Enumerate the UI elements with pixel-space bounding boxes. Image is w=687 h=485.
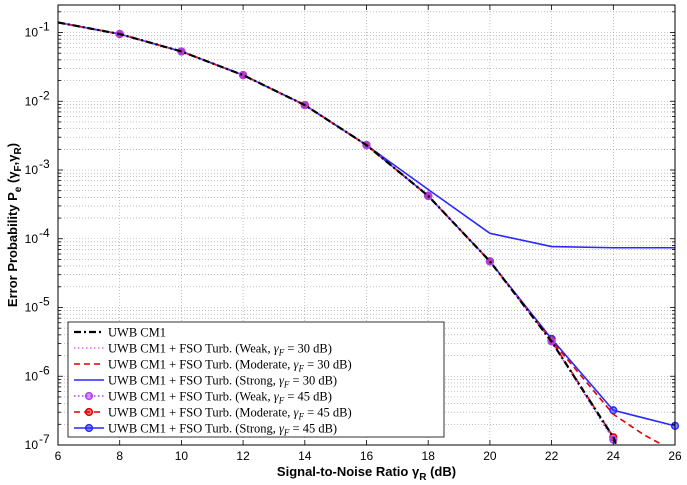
y-tick-label: 10 bbox=[25, 94, 39, 108]
legend-entry: UWB CM1 + FSO Turb. (Moderate, γF = 30 d… bbox=[108, 358, 352, 374]
y-tick-label: 10 bbox=[25, 438, 39, 452]
x-tick-label: 8 bbox=[116, 449, 123, 463]
series-line-0 bbox=[57, 21, 618, 446]
legend-entry: UWB CM1 + FSO Turb. (Moderate, γF = 45 d… bbox=[108, 406, 352, 422]
legend-entry: UWB CM1 + FSO Turb. (Strong, γF = 45 dB) bbox=[108, 422, 337, 438]
y-tick-label: 10 bbox=[25, 232, 39, 246]
legend-value-text: = 45 dB) bbox=[293, 422, 338, 436]
x-tick-label: 16 bbox=[360, 449, 374, 463]
y-tick-exponent: -3 bbox=[39, 157, 50, 171]
legend-label: UWB CM1 + FSO Turb. (Weak, bbox=[108, 342, 271, 356]
legend-gamma-text: γ bbox=[294, 358, 300, 372]
y-tick-label: 10 bbox=[25, 301, 39, 315]
legend-swatch-marker bbox=[84, 391, 94, 401]
y-tick-base: 10 bbox=[25, 26, 39, 40]
legend-gamma-text: γ bbox=[274, 342, 280, 356]
y-tick-exponent: -5 bbox=[39, 295, 50, 309]
legend-label: UWB CM1 + FSO Turb. (Strong, bbox=[108, 422, 276, 436]
x-tick-label: 20 bbox=[483, 449, 497, 463]
legend-box bbox=[67, 321, 445, 438]
x-tick-label: 26 bbox=[668, 449, 682, 463]
y-tick-label: 10 bbox=[25, 369, 39, 383]
legend-gamma-sub: F bbox=[283, 380, 290, 390]
legend-value-text: = 30 dB) bbox=[293, 374, 338, 388]
y-tick-base: 10 bbox=[25, 232, 39, 246]
legend-entry: UWB CM1 + FSO Turb. (Weak, γF = 45 dB) bbox=[108, 390, 332, 406]
x-tick-label: 24 bbox=[607, 449, 621, 463]
legend-entry: UWB CM1 + FSO Turb. (Strong, γF = 30 dB) bbox=[108, 374, 337, 390]
x-tick-label: 18 bbox=[422, 449, 436, 463]
legend-label: UWB CM1 + FSO Turb. (Strong, bbox=[108, 374, 276, 388]
legend-gamma-text: γ bbox=[279, 374, 285, 388]
y-tick-base: 10 bbox=[25, 301, 39, 315]
x-tick-label: 22 bbox=[545, 449, 559, 463]
y-tick-exponent: -4 bbox=[39, 226, 50, 240]
data-point bbox=[485, 257, 495, 266]
x-tick-label: 12 bbox=[236, 449, 250, 463]
legend-gamma-sub: F bbox=[283, 428, 290, 438]
y-tick-base: 10 bbox=[25, 163, 39, 177]
x-tick-label: 6 bbox=[55, 449, 62, 463]
legend-gamma-text: γ bbox=[294, 406, 300, 420]
legend-value-text: = 30 dB) bbox=[287, 342, 332, 356]
legend-gamma-sub: F bbox=[278, 396, 285, 406]
legend-gamma-sub: F bbox=[278, 348, 285, 358]
legend-label: UWB CM1 + FSO Turb. (Moderate, bbox=[108, 406, 290, 420]
y-tick-exponent: -6 bbox=[39, 363, 50, 377]
y-tick-label: 10 bbox=[25, 26, 39, 40]
y-tick-base: 10 bbox=[25, 94, 39, 108]
x-axis-label: Signal-to-Noise Ratio γR (dB) bbox=[277, 464, 456, 483]
x-tick-label: 10 bbox=[175, 449, 189, 463]
y-tick-base: 10 bbox=[25, 438, 39, 452]
legend-value-text: = 30 dB) bbox=[307, 358, 352, 372]
y-tick-exponent: -1 bbox=[39, 20, 50, 34]
legend-label: UWB CM1 + FSO Turb. (Weak, bbox=[108, 390, 271, 404]
legend-entry: UWB CM1 + FSO Turb. (Weak, γF = 30 dB) bbox=[108, 342, 332, 358]
legend-gamma-sub: F bbox=[297, 412, 304, 422]
y-axis-label: Error Probability Pe (γF,γR) bbox=[5, 143, 24, 307]
legend-value-text: = 45 dB) bbox=[307, 406, 352, 420]
series-group bbox=[57, 21, 680, 446]
legend-swatch-marker bbox=[84, 407, 94, 417]
legend-gamma-text: γ bbox=[279, 422, 285, 436]
axis-ticks: 6 8 10 12 14 16 18 20 22 24 2610-110-210-310-410-5… bbox=[25, 5, 682, 463]
legend-swatch-marker bbox=[84, 423, 94, 433]
legend-label: UWB CM1 bbox=[108, 326, 166, 340]
legend-value-text: = 45 dB) bbox=[287, 390, 332, 404]
y-tick-base: 10 bbox=[25, 369, 39, 383]
y-tick-exponent: -2 bbox=[39, 88, 50, 102]
y-tick-label: 10 bbox=[25, 163, 39, 177]
legend-label: UWB CM1 + FSO Turb. (Moderate, bbox=[108, 358, 290, 372]
data-point bbox=[609, 406, 618, 415]
legend-gamma-text: γ bbox=[274, 390, 280, 404]
x-tick-label: 14 bbox=[298, 449, 312, 463]
legend-entry: UWB CM1 bbox=[108, 326, 166, 340]
legend-gamma-sub: F bbox=[297, 364, 304, 374]
y-tick-exponent: -7 bbox=[39, 432, 50, 446]
